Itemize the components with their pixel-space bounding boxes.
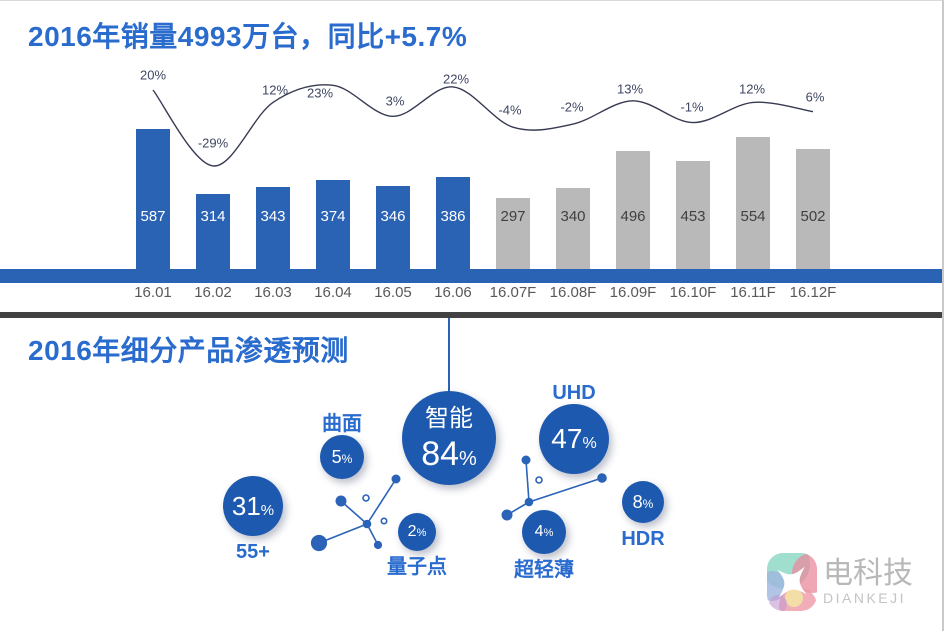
yoy-label-16.02: -29% bbox=[197, 135, 229, 151]
sales-value-16.11F: 554 bbox=[740, 208, 766, 225]
sales-bar-16.06 bbox=[436, 177, 470, 269]
bubble-inner-label: 智能 bbox=[425, 405, 473, 433]
bubble-label-量子点: 量子点 bbox=[387, 556, 447, 578]
diankeji-logo-icon bbox=[767, 553, 817, 611]
yoy-label-16.10F: -1% bbox=[680, 99, 704, 115]
logo-name: 电科技 bbox=[823, 557, 913, 590]
yoy-label-16.05: 3% bbox=[385, 93, 405, 109]
sales-bar-16.10F bbox=[676, 161, 710, 269]
sales-bar-16.08F bbox=[556, 188, 590, 269]
bubble-label-曲面: 曲面 bbox=[322, 413, 362, 435]
sales-bar-16.07F bbox=[496, 198, 530, 269]
bubble-智能: 智能 84% bbox=[402, 391, 496, 485]
bubble-label-UHD: UHD bbox=[552, 382, 596, 404]
bubble-HDR: 8% bbox=[622, 481, 664, 523]
sales-value-16.04: 374 bbox=[320, 208, 346, 225]
axis-label-16.09F: 16.09F bbox=[609, 284, 657, 301]
sales-value-16.10F: 453 bbox=[680, 208, 706, 225]
yoy-label-16.09F: 13% bbox=[616, 81, 644, 97]
yoy-label-16.11F: 12% bbox=[738, 81, 766, 97]
yoy-label-16.08F: -2% bbox=[560, 99, 584, 115]
bubble-label-55+: 55+ bbox=[236, 541, 270, 563]
axis-label-16.07F: 16.07F bbox=[489, 284, 537, 301]
bubble-value: 2% bbox=[407, 523, 427, 540]
sales-value-16.12F: 502 bbox=[800, 208, 826, 225]
axis-label-16.08F: 16.08F bbox=[549, 284, 597, 301]
yoy-label-16.06: 22% bbox=[442, 71, 470, 87]
sales-bar-16.02 bbox=[196, 194, 230, 269]
axis-label-16.10F: 16.10F bbox=[669, 284, 717, 301]
axis-label-16.02: 16.02 bbox=[194, 284, 232, 301]
sales-bar-16.05 bbox=[376, 186, 410, 269]
bubble-value: 84% bbox=[421, 434, 477, 473]
sales-bar-16.03 bbox=[256, 187, 290, 269]
bubble-value: 4% bbox=[534, 523, 554, 540]
connector-line bbox=[448, 318, 450, 392]
section-divider bbox=[0, 312, 942, 318]
chart-baseline-bar bbox=[0, 269, 942, 283]
bubble-量子点: 2% bbox=[398, 513, 436, 551]
sales-bar-16.01 bbox=[136, 129, 170, 269]
sales-chart-title: 2016年销量4993万台，同比+5.7% bbox=[28, 21, 468, 52]
bubble-value: 5% bbox=[331, 447, 353, 467]
sales-value-16.08F: 340 bbox=[560, 208, 586, 225]
yoy-label-16.12F: 6% bbox=[805, 89, 825, 105]
bubble-55+: 31% bbox=[223, 476, 283, 536]
axis-label-16.06: 16.06 bbox=[434, 284, 472, 301]
bubble-label-超轻薄: 超轻薄 bbox=[514, 559, 574, 581]
yoy-label-16.01: 20% bbox=[139, 67, 167, 83]
bubble-label-HDR: HDR bbox=[621, 528, 665, 550]
sales-bar-16.11F bbox=[736, 137, 770, 269]
sales-value-16.03: 343 bbox=[260, 208, 286, 225]
sales-value-16.02: 314 bbox=[200, 208, 226, 225]
bubble-value: 8% bbox=[632, 492, 654, 512]
diankeji-logo: 电科技 DIANKEJI bbox=[767, 553, 913, 611]
axis-label-16.01: 16.01 bbox=[134, 284, 172, 301]
axis-label-16.11F: 16.11F bbox=[730, 284, 776, 301]
bubble-value: 31% bbox=[231, 491, 275, 521]
logo-romanized: DIANKEJI bbox=[823, 590, 907, 606]
yoy-label-16.07F: -4% bbox=[498, 102, 522, 118]
axis-label-16.03: 16.03 bbox=[254, 284, 292, 301]
yoy-label-16.04: 23% bbox=[306, 85, 334, 101]
bubble-UHD: 47% bbox=[539, 404, 609, 474]
sales-value-16.01: 587 bbox=[140, 208, 166, 225]
sales-value-16.06: 386 bbox=[440, 208, 466, 225]
sales-value-16.05: 346 bbox=[380, 208, 406, 225]
penetration-chart-title: 2016年细分产品渗透预测 bbox=[28, 335, 349, 366]
axis-label-16.04: 16.04 bbox=[314, 284, 352, 301]
sales-bar-16.04 bbox=[316, 180, 350, 269]
bubble-value: 47% bbox=[551, 423, 597, 454]
sales-value-16.09F: 496 bbox=[620, 208, 646, 225]
bubble-曲面: 5% bbox=[320, 435, 364, 479]
yoy-label-16.03: 12% bbox=[261, 82, 289, 98]
sales-value-16.07F: 297 bbox=[500, 208, 526, 225]
bubble-超轻薄: 4% bbox=[522, 510, 566, 554]
axis-label-16.05: 16.05 bbox=[374, 284, 412, 301]
axis-label-16.12F: 16.12F bbox=[789, 284, 837, 301]
sales-bar-16.09F bbox=[616, 151, 650, 269]
sales-bar-16.12F bbox=[796, 149, 830, 269]
